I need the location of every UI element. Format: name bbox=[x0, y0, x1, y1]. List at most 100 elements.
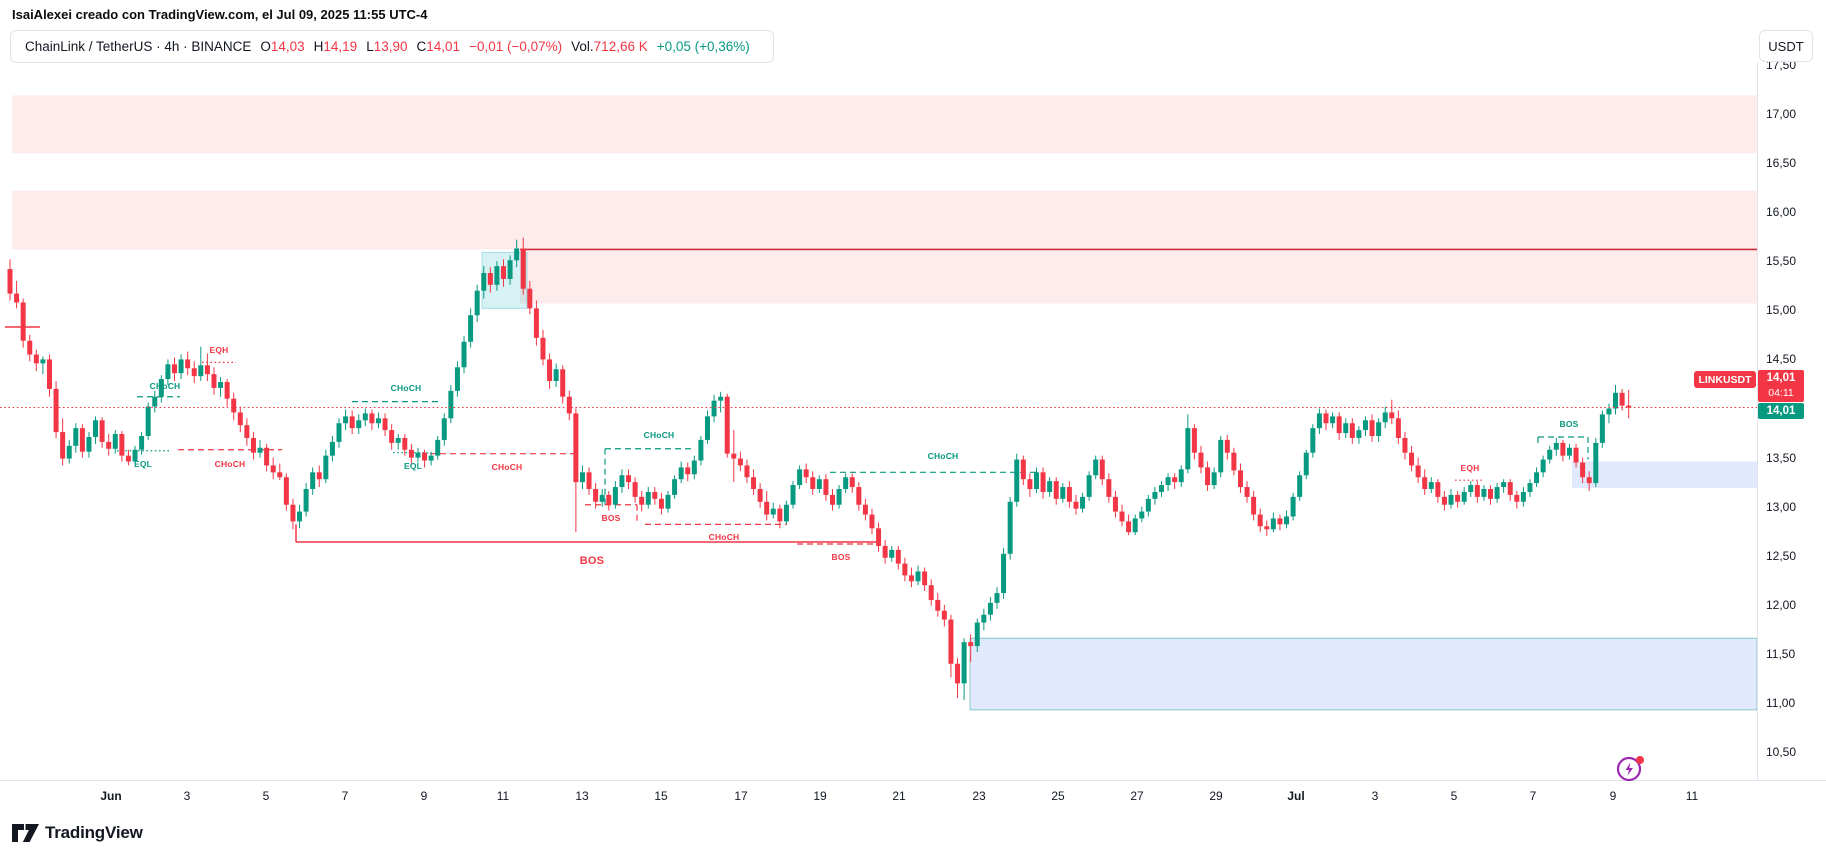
price-axis-label: 11,00 bbox=[1766, 696, 1796, 711]
candle-body bbox=[264, 447, 270, 466]
candle-body bbox=[185, 359, 191, 369]
candle-body bbox=[987, 602, 993, 615]
candle-body bbox=[830, 494, 835, 505]
annotation-label-bos[interactable]: BOS bbox=[601, 513, 621, 523]
tradingview-logo[interactable]: TradingView bbox=[12, 823, 143, 843]
annotation-label-choch[interactable]: CHoCH bbox=[390, 383, 422, 393]
candle bbox=[553, 363, 559, 387]
candle bbox=[329, 435, 335, 462]
candle-body bbox=[1468, 485, 1474, 492]
annotation-label-bos[interactable]: BOS bbox=[1559, 419, 1579, 429]
candle-body bbox=[329, 441, 335, 456]
candle bbox=[783, 500, 789, 525]
candle-body bbox=[1126, 521, 1132, 533]
candle-body bbox=[955, 663, 961, 684]
candle bbox=[40, 356, 46, 375]
annotation-label-choch[interactable]: CHoCH bbox=[491, 462, 523, 472]
candle bbox=[691, 455, 697, 480]
candle bbox=[1389, 399, 1395, 425]
candle-body bbox=[533, 308, 539, 338]
candle bbox=[1599, 410, 1605, 448]
annotation-label-eqh[interactable]: EQH bbox=[1460, 463, 1480, 473]
candle-body bbox=[257, 447, 263, 453]
candle-body bbox=[474, 290, 480, 316]
candle bbox=[119, 431, 125, 462]
candle bbox=[316, 465, 322, 488]
candle-body bbox=[764, 501, 770, 515]
candle bbox=[599, 489, 605, 507]
candle bbox=[468, 308, 474, 348]
candle-body bbox=[1488, 489, 1493, 499]
candle-body bbox=[79, 428, 85, 452]
time-axis-label: 27 bbox=[1130, 789, 1144, 803]
candle-body bbox=[751, 477, 757, 490]
demand-zone-1[interactable] bbox=[1572, 461, 1757, 489]
candle bbox=[1501, 479, 1507, 493]
candle bbox=[994, 587, 1000, 609]
annotation-label-choch[interactable]: CHoCH bbox=[214, 459, 246, 469]
candle-body bbox=[1362, 420, 1368, 431]
demand-zone-2[interactable] bbox=[969, 637, 1758, 711]
candle-body bbox=[1402, 437, 1408, 453]
annotation-label-eql[interactable]: EQL bbox=[133, 459, 153, 469]
annotation-label-choch[interactable]: CHoCH bbox=[927, 451, 959, 461]
candle bbox=[257, 439, 263, 458]
candle-body bbox=[547, 359, 553, 382]
flash-icon[interactable] bbox=[1615, 753, 1645, 783]
annotation-label-eql[interactable]: EQL bbox=[403, 461, 423, 471]
annotation-label-bos[interactable]: BOS bbox=[579, 555, 605, 567]
candle bbox=[461, 335, 467, 374]
candle bbox=[349, 410, 355, 435]
supply-zone-1[interactable] bbox=[12, 95, 1757, 154]
candle bbox=[1435, 479, 1441, 503]
candle-body bbox=[1606, 408, 1612, 415]
candle-body bbox=[527, 288, 533, 309]
candle-body bbox=[1323, 413, 1329, 424]
candle-body bbox=[303, 489, 309, 512]
candle-body bbox=[902, 563, 908, 576]
candle-body bbox=[1145, 498, 1151, 512]
symbol-info-bar[interactable]: ChainLink / TetherUS · 4h · BINANCE O14,… bbox=[10, 30, 774, 63]
candle-body bbox=[172, 364, 177, 374]
candle bbox=[60, 418, 66, 466]
candle bbox=[1119, 504, 1125, 527]
candle bbox=[474, 284, 480, 323]
candle bbox=[1284, 510, 1290, 529]
candle-body bbox=[1409, 452, 1415, 466]
symbol-title[interactable]: ChainLink / TetherUS · 4h · BINANCE bbox=[25, 39, 252, 54]
candle bbox=[1060, 483, 1066, 503]
candle-body bbox=[40, 359, 46, 364]
candle bbox=[1185, 414, 1191, 474]
candle bbox=[757, 483, 763, 508]
consolidation-box[interactable] bbox=[481, 251, 528, 309]
candle bbox=[7, 259, 13, 301]
candle bbox=[277, 463, 283, 481]
annotation-label-choch[interactable]: CHoCH bbox=[149, 381, 181, 391]
candle-body bbox=[1553, 442, 1559, 450]
annotation-label-choch[interactable]: CHoCH bbox=[643, 430, 675, 440]
supply-zone-2[interactable] bbox=[12, 190, 1757, 250]
close-value: 14,01 bbox=[426, 39, 461, 54]
annotation-label-eqh[interactable]: EQH bbox=[209, 345, 229, 355]
annotation-label-bos[interactable]: BOS bbox=[831, 552, 851, 562]
candle bbox=[1053, 477, 1059, 505]
candle bbox=[158, 375, 164, 403]
candle bbox=[198, 346, 204, 382]
candle bbox=[79, 424, 85, 458]
candle bbox=[830, 489, 835, 511]
candle-body bbox=[573, 413, 579, 483]
candle-body bbox=[1534, 472, 1540, 484]
candle bbox=[928, 579, 934, 606]
annotation-label-choch[interactable]: CHoCH bbox=[708, 532, 740, 542]
supply-zone-3[interactable] bbox=[520, 249, 1757, 304]
candle bbox=[876, 522, 882, 552]
low-value: 13,90 bbox=[373, 39, 408, 54]
candle-body bbox=[540, 337, 546, 360]
candle bbox=[1264, 520, 1270, 537]
candle bbox=[547, 353, 553, 389]
currency-toggle-button[interactable]: USDT bbox=[1759, 30, 1813, 62]
candle-body bbox=[639, 496, 645, 505]
candle bbox=[606, 490, 612, 511]
